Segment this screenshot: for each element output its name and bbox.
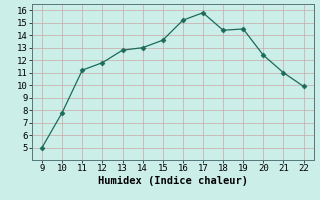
X-axis label: Humidex (Indice chaleur): Humidex (Indice chaleur) [98,176,248,186]
